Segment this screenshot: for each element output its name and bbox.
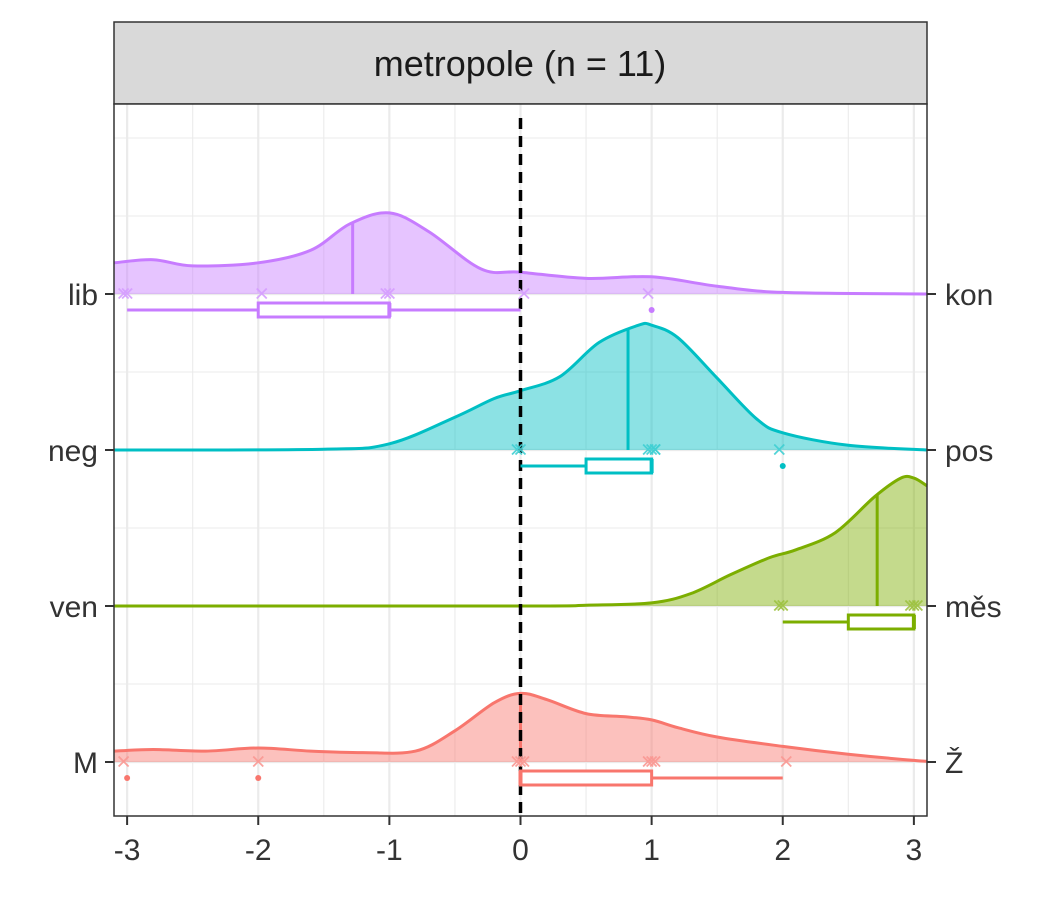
data-point	[642, 287, 654, 300]
data-point	[642, 755, 654, 768]
points-layer	[117, 287, 924, 781]
outlier-point	[648, 307, 655, 313]
data-point	[511, 443, 523, 456]
facet-strip: metropole (n = 11)	[113, 21, 928, 105]
facet-title: metropole (n = 11)	[374, 43, 666, 84]
data-point	[117, 287, 130, 300]
data-point	[514, 755, 527, 768]
x-tick-label: 3	[906, 834, 923, 867]
data-point	[649, 443, 661, 456]
boxplot-box	[584, 457, 654, 475]
density-line	[113, 691, 928, 763]
plot-panel	[113, 103, 928, 817]
data-point	[645, 443, 658, 456]
data-point	[773, 443, 785, 456]
data-point	[773, 599, 785, 612]
density-line	[113, 321, 928, 452]
x-tick-label: 1	[643, 834, 660, 867]
data-point	[383, 287, 396, 300]
y-tick-label-left: M	[73, 747, 98, 780]
density-area	[114, 323, 927, 450]
outlier-point	[255, 775, 262, 781]
data-point	[908, 599, 920, 612]
boxplot-layer	[127, 301, 916, 787]
x-tick-label: -3	[114, 834, 141, 867]
data-point	[904, 599, 917, 612]
data-point	[511, 755, 523, 768]
boxplot-box	[846, 613, 916, 631]
data-point	[252, 755, 264, 768]
outlier-point	[124, 775, 131, 781]
y-tick-label-right: pos	[945, 435, 993, 468]
x-tick-label: -2	[245, 834, 272, 867]
x-tick-label: 2	[774, 834, 791, 867]
boxplot-box	[256, 301, 391, 319]
data-point	[777, 599, 789, 612]
data-point	[256, 287, 268, 300]
y-tick-label-right: kon	[945, 279, 993, 312]
data-point	[380, 287, 392, 300]
data-point	[121, 287, 133, 300]
density-area	[114, 476, 927, 607]
data-point	[645, 755, 658, 768]
data-point	[780, 755, 792, 768]
y-tick-label-left: ven	[50, 591, 98, 624]
x-tick-label: -1	[376, 834, 403, 867]
density-area	[114, 212, 927, 294]
data-point	[518, 287, 530, 300]
y-tick-label-right: měs	[945, 591, 1002, 624]
data-point	[514, 443, 527, 456]
density-line	[113, 211, 928, 296]
y-tick-label-right: Ž	[945, 747, 963, 780]
data-point	[117, 755, 130, 768]
outlier-point	[779, 463, 786, 469]
y-tick-label-left: neg	[48, 435, 98, 468]
y-tick-label-left: lib	[68, 279, 98, 312]
x-tick-label: 0	[512, 834, 529, 867]
boxplot-box	[519, 769, 654, 787]
